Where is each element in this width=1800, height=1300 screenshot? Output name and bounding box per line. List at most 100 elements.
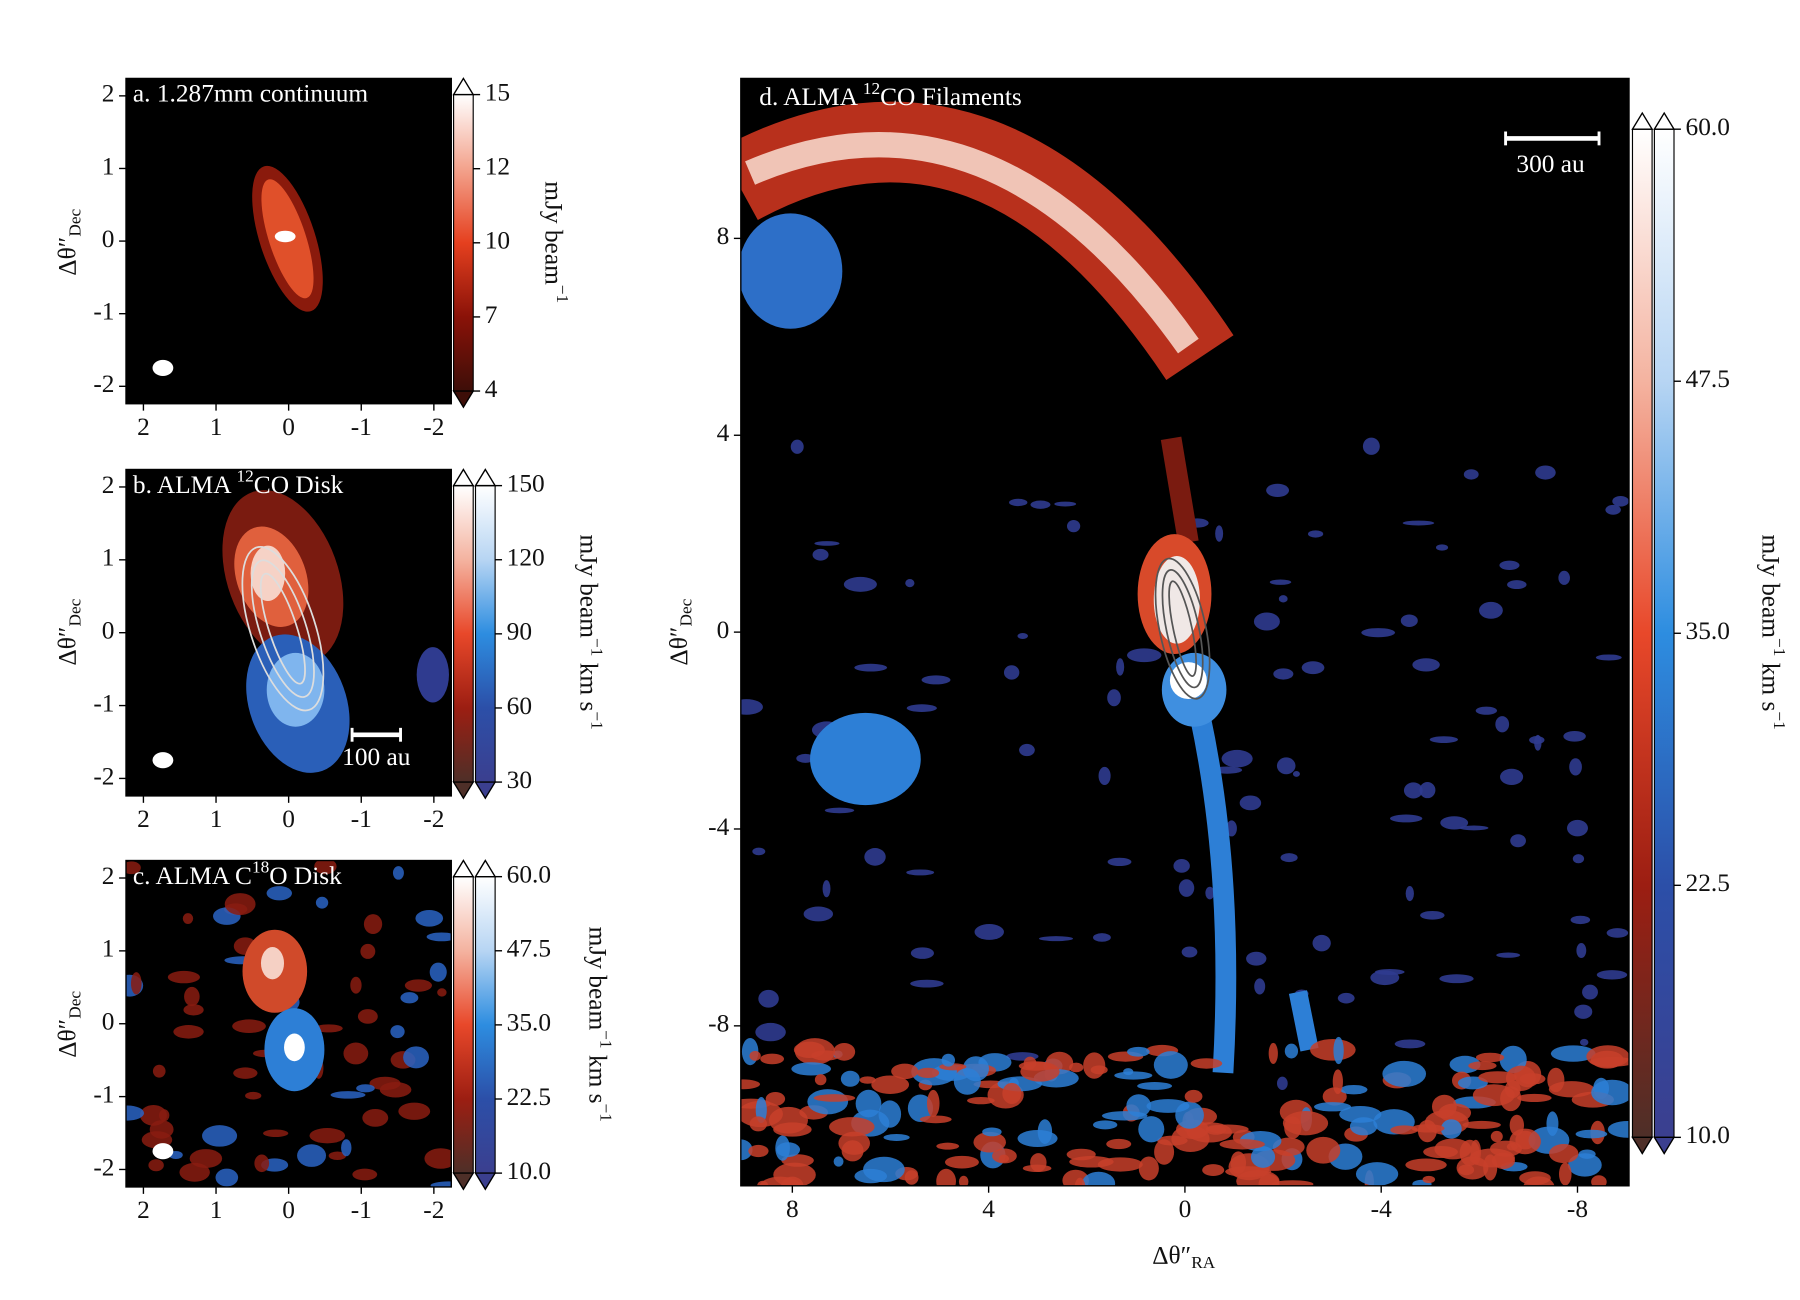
noise: [1580, 1038, 1589, 1046]
filament: [810, 712, 921, 806]
noise: [1181, 946, 1198, 958]
x-tick-label: 1: [210, 1196, 223, 1224]
y-tick-label: 0: [102, 617, 115, 645]
noise: [1307, 530, 1324, 538]
noise: [1419, 782, 1436, 799]
colorbar-extend: [452, 1172, 475, 1191]
noise: [1106, 1138, 1132, 1150]
colorbar-extend: [1631, 1136, 1654, 1155]
colorbar-label-part: km s: [1757, 656, 1785, 711]
noise: [1278, 595, 1288, 603]
y-axis-label: Δθ″Dec: [53, 208, 84, 275]
x-axis-label: Δθ″RA: [1152, 1241, 1216, 1272]
noise: [1023, 1056, 1037, 1070]
noise: [1066, 1148, 1096, 1161]
noise: [796, 753, 815, 763]
noise: [1510, 834, 1526, 848]
panel-title-part: a. 1.287mm continuum: [133, 80, 369, 108]
noise: [1355, 1162, 1399, 1186]
noise: [1548, 1081, 1595, 1098]
noise: [1499, 560, 1520, 571]
panel-title-part: d. ALMA: [759, 83, 863, 111]
noise: [843, 576, 877, 592]
colorbar-label-part: km s: [574, 656, 602, 711]
colorbar: [453, 94, 474, 392]
x-tick-label: 1: [210, 805, 223, 833]
noise: [1558, 570, 1570, 585]
noise: [1333, 1036, 1344, 1065]
colorbar-label-part: mJy beam: [584, 927, 612, 1031]
panel-title-part: c. ALMA C: [133, 862, 252, 890]
noise: [936, 1168, 956, 1186]
noise: [1107, 689, 1121, 707]
x-tick-label: -1: [351, 805, 372, 833]
noise: [1116, 658, 1125, 676]
noise: [1496, 952, 1521, 958]
noise: [790, 439, 804, 454]
noise: [1236, 1169, 1280, 1186]
x-tick-label: 1: [210, 413, 223, 441]
noise: [1280, 853, 1298, 863]
noise: [1382, 1060, 1427, 1087]
noise: [1612, 495, 1629, 507]
noise: [1479, 601, 1503, 619]
noise: [1202, 1164, 1225, 1176]
image-panel: [740, 78, 1630, 1186]
noise: [352, 1168, 378, 1181]
y-tick-label: 8: [717, 222, 730, 250]
noise: [1092, 1120, 1118, 1130]
panel-title-part: 18: [252, 858, 269, 877]
noise: [1271, 1180, 1314, 1186]
noise: [740, 1079, 761, 1090]
x-tick-label: -2: [423, 805, 444, 833]
y-tick-label: 0: [102, 1008, 115, 1036]
noise: [356, 1084, 375, 1093]
noise: [330, 1091, 366, 1099]
noise: [833, 1156, 844, 1167]
noise: [974, 924, 1004, 940]
noise: [755, 1022, 786, 1042]
y-axis-label-main: Δθ″: [53, 1019, 81, 1058]
noise: [1349, 1117, 1378, 1136]
noise: [814, 541, 840, 546]
y-tick-label: -1: [93, 689, 114, 717]
emission: [416, 647, 449, 703]
noise: [1107, 857, 1132, 867]
noise: [1572, 854, 1585, 864]
panel-title-part: 12: [863, 79, 880, 98]
panel-title-part: 12: [236, 467, 253, 486]
noise: [1589, 1056, 1630, 1067]
colorbar-tick-label: 35.0: [1686, 617, 1730, 645]
noise: [749, 1050, 761, 1061]
contour: [1154, 557, 1211, 700]
colorbar-label: mJy beam−1: [540, 181, 572, 303]
colorbar-label: mJy beam−1 km s−1: [574, 534, 606, 729]
noise: [1500, 768, 1524, 785]
colorbar-tick-label: 60: [507, 692, 532, 720]
y-axis-label-sub: Dec: [65, 991, 84, 1019]
noise: [1506, 1142, 1518, 1151]
contour: [241, 546, 325, 712]
y-tick-label: -2: [93, 762, 114, 790]
colorbar-tick-label: 60.0: [507, 860, 551, 888]
x-tick-label: -1: [351, 413, 372, 441]
noise: [1093, 933, 1111, 942]
noise: [926, 1089, 940, 1117]
y-tick-label: 2: [102, 862, 115, 890]
colorbar-extend: [474, 859, 497, 878]
colorbar-extend: [452, 781, 475, 800]
noise: [814, 1074, 827, 1086]
colorbar-tick-label: 150: [507, 469, 545, 497]
noise: [1463, 469, 1479, 480]
noise: [263, 1129, 289, 1138]
noise: [1184, 1089, 1203, 1103]
contour: [259, 572, 306, 685]
colorbar-tick-label: 10: [485, 227, 510, 255]
noise: [1254, 978, 1266, 995]
noise: [1173, 858, 1190, 873]
colorbar-tick-label: 30: [507, 766, 532, 794]
y-tick-label: -4: [708, 813, 729, 841]
colorbar-label-part: −1: [1770, 711, 1789, 729]
colorbar-extend: [1653, 1136, 1676, 1155]
colorbar: [474, 876, 496, 1174]
